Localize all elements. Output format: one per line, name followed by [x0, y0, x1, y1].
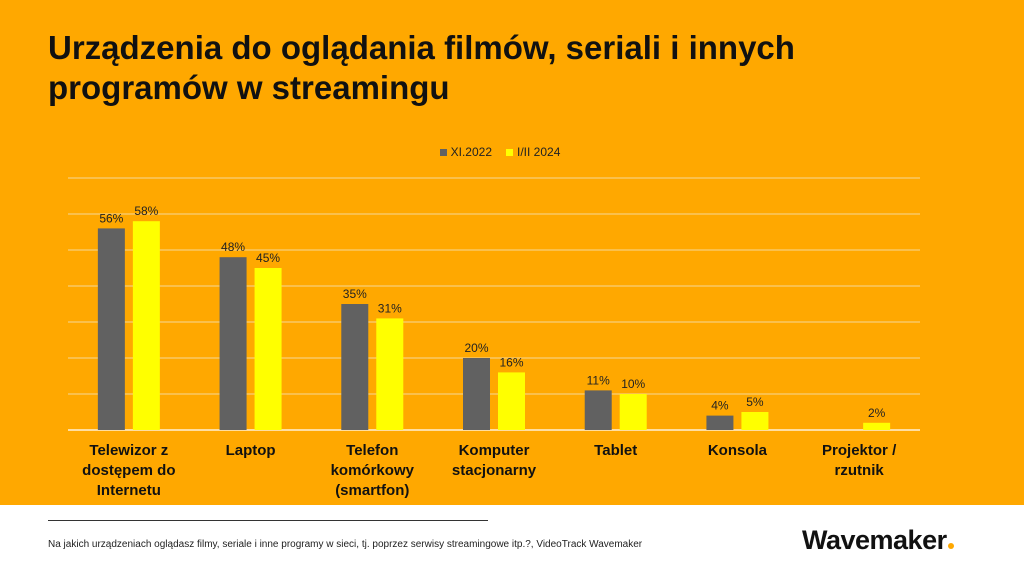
category-label: Konsola — [708, 442, 768, 459]
bar-xi-2022 — [97, 228, 125, 430]
category-label: Telefon — [346, 442, 398, 459]
category-label: Komputer — [459, 442, 530, 459]
data-label: 31% — [378, 301, 402, 315]
data-label: 16% — [499, 355, 523, 369]
bar-i-ii-2024 — [376, 318, 404, 430]
category-label: (smartfon) — [335, 482, 409, 499]
footnote: Na jakich urządzeniach oglądasz filmy, s… — [48, 539, 643, 550]
bar-xi-2022 — [219, 257, 247, 430]
logo-text: Wavemaker — [802, 525, 947, 555]
legend-swatch-xi-2022 — [439, 148, 447, 156]
category-label: Laptop — [226, 442, 276, 459]
legend-swatch-i-ii-2024 — [506, 148, 513, 156]
bar-i-ii-2024 — [498, 372, 525, 430]
legend-item-xi-2022: XI.2022 — [439, 145, 492, 159]
data-label: 11% — [587, 373, 610, 387]
legend-label-i-ii-2024: I/II 2024 — [517, 145, 561, 159]
data-label: 4% — [711, 399, 729, 413]
data-label: 48% — [221, 240, 245, 254]
category-label: Telewizor z — [89, 442, 168, 459]
bar-i-ii-2024 — [132, 221, 160, 430]
footer-divider — [48, 520, 488, 521]
logo-dot-icon — [947, 543, 954, 549]
legend-item-i-ii-2024: I/II 2024 — [506, 145, 560, 159]
category-label: dostępem do — [82, 462, 175, 479]
legend-label-xi-2022: XI.2022 — [450, 145, 492, 159]
category-label: rzutnik — [835, 462, 885, 479]
data-label: 58% — [134, 204, 158, 218]
bar-xi-2022 — [341, 304, 369, 430]
category-label: stacjonarny — [452, 462, 537, 479]
category-label: Projektor / — [822, 442, 897, 459]
bar-xi-2022 — [584, 390, 612, 430]
wavemaker-logo: Wavemaker — [802, 525, 954, 556]
category-label: Internetu — [97, 482, 161, 499]
data-label: 2% — [868, 406, 886, 420]
data-label: 56% — [99, 211, 123, 225]
bar-i-ii-2024 — [254, 268, 282, 430]
bar-xi-2022 — [706, 415, 734, 430]
chart-title: Urządzenia do oglądania filmów, seriali … — [48, 29, 795, 106]
data-label: 45% — [256, 251, 280, 265]
bar-xi-2022 — [463, 358, 490, 430]
data-label: 20% — [464, 341, 488, 355]
data-label: 35% — [343, 287, 367, 301]
category-label: komórkowy — [331, 462, 415, 479]
bar-i-ii-2024 — [619, 394, 647, 430]
bar-chart: 56% 58% Telewizor z dostępem do Internetu 48%… — [68, 177, 920, 499]
category-label: Tablet — [594, 442, 637, 459]
data-label: 5% — [746, 395, 764, 409]
bar-i-ii-2024 — [863, 422, 891, 430]
bar-i-ii-2024 — [741, 412, 769, 430]
legend: XI.2022 I/II 2024 — [0, 145, 1000, 159]
data-label: 10% — [621, 377, 645, 391]
